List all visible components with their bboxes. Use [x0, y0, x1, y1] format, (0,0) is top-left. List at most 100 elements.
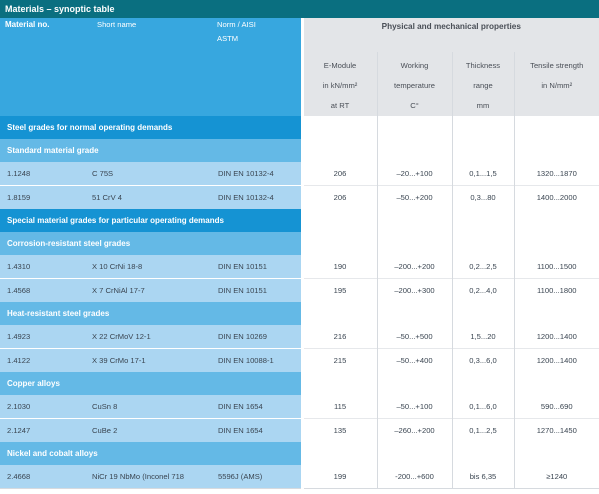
cell-emodule: 190: [300, 255, 377, 279]
subgroup-band-fill: [376, 372, 452, 395]
subgroup-band: Nickel and cobalt alloys: [0, 442, 302, 465]
cell-norm: DIN EN 10151: [212, 278, 302, 302]
cell-thickness: 0,1...2,5: [451, 418, 514, 442]
subgroup-band-fill: [300, 372, 377, 395]
table-row: 1.4568 X 7 CrNiAl 17-7 DIN EN 10151 195 –200…: [0, 278, 599, 302]
cell-emodule: 199: [300, 465, 377, 489]
cell-emodule: 206: [300, 185, 377, 209]
subgroup-band-fill: [451, 442, 514, 465]
subgroup-band-fill: [300, 232, 377, 255]
table-row: 1.4122 X 39 CrMo 17-1 DIN EN 10088-1 215 –50…: [0, 348, 599, 372]
cell-norm: DIN EN 10151: [212, 255, 302, 279]
col-header-working-line2: temperature: [394, 81, 435, 90]
cell-short-name: C 75S: [92, 162, 212, 186]
header-blank: [0, 52, 302, 116]
cell-tensile: 1400...2000: [513, 185, 599, 209]
cell-thickness: 0,1...1,5: [451, 162, 514, 186]
header-row-bottom: E-Module in kN/mm² at RT Working tempera…: [0, 52, 599, 116]
subgroup-band-fill: [376, 302, 452, 325]
subgroup-band-fill: [300, 442, 377, 465]
subgroup-band: Standard material grade: [0, 139, 302, 162]
col-header-emodule: E-Module in kN/mm² at RT: [300, 52, 377, 116]
cell-working-temp: –200...+200: [376, 255, 452, 279]
table-row: 1.8159 51 CrV 4 DIN EN 10132-4 206 –50...+20…: [0, 185, 599, 209]
col-header-emodule-line2: in kN/mm²: [322, 81, 358, 90]
cell-material-no: 2.4668: [0, 465, 92, 489]
col-header-tensile: Tensile strength in N/mm²: [513, 52, 599, 116]
cell-working-temp: –50...+400: [376, 348, 452, 372]
col-header-emodule-line1: E-Module: [323, 61, 357, 70]
header-row-top: Material no. Short name Norm / AISI ASTM…: [0, 18, 599, 52]
cell-norm: 5596J (AMS): [212, 465, 302, 489]
group-band-fill: [451, 209, 514, 232]
group-band-fill: [513, 116, 599, 139]
subgroup-band-fill: [376, 232, 452, 255]
col-header-properties: Physical and mechanical properties: [300, 18, 599, 52]
col-header-norm: Norm / AISI ASTM: [212, 18, 302, 52]
cell-emodule: 215: [300, 348, 377, 372]
cell-working-temp: -200...+600: [376, 465, 452, 489]
group-band-row: Special material grades for particular o…: [0, 209, 599, 232]
subgroup-band-fill: [451, 232, 514, 255]
col-header-norm-line2: ASTM: [217, 34, 239, 43]
cell-working-temp: –260...+200: [376, 418, 452, 442]
cell-short-name: CuSn 8: [92, 395, 212, 419]
table-title: Materials – synoptic table: [0, 0, 599, 18]
group-band-row: Steel grades for normal operating demand…: [0, 116, 599, 139]
subgroup-band-fill: [300, 139, 377, 162]
cell-thickness: 0,2...2,5: [451, 255, 514, 279]
cell-tensile: 1100...1800: [513, 278, 599, 302]
cell-norm: DIN EN 10132-4: [212, 162, 302, 186]
cell-thickness: bis 6,35: [451, 465, 514, 489]
subgroup-band-fill: [513, 139, 599, 162]
group-band-fill: [451, 116, 514, 139]
table-row: 2.4668 NiCr 19 NbMo (Inconel 718 5596J (AM…: [0, 465, 599, 489]
cell-tensile: 1200...1400: [513, 325, 599, 349]
cell-working-temp: –50...+100: [376, 395, 452, 419]
subgroup-band: Copper alloys: [0, 372, 302, 395]
col-header-working-line1: Working: [400, 61, 429, 70]
table-row: 1.1248 C 75S DIN EN 10132-4 206 –20...+100 0,…: [0, 162, 599, 186]
col-header-tensile-line1: Tensile strength: [530, 61, 584, 70]
cell-material-no: 1.4923: [0, 325, 92, 349]
subgroup-band-row: Copper alloys: [0, 372, 599, 395]
subgroup-band-row: Standard material grade: [0, 139, 599, 162]
cell-tensile: 1200...1400: [513, 348, 599, 372]
cell-emodule: 115: [300, 395, 377, 419]
cell-material-no: 1.4122: [0, 348, 92, 372]
table-row: 1.4923 X 22 CrMoV 12-1 DIN EN 10269 216 –50.…: [0, 325, 599, 349]
table-row: 2.1030 CuSn 8 DIN EN 1654 115 –50...+100 0,1.…: [0, 395, 599, 419]
col-header-thickness-line3: mm: [476, 101, 490, 110]
table-row: 2.1247 CuBe 2 DIN EN 1654 135 –260...+200 0,1…: [0, 418, 599, 442]
cell-norm: DIN EN 10269: [212, 325, 302, 349]
cell-tensile: 590...690: [513, 395, 599, 419]
col-header-working-line3: C°: [410, 101, 419, 110]
cell-emodule: 216: [300, 325, 377, 349]
group-band: Steel grades for normal operating demand…: [0, 116, 302, 139]
cell-short-name: X 7 CrNiAl 17-7: [92, 278, 212, 302]
cell-emodule: 206: [300, 162, 377, 186]
subgroup-band-fill: [513, 302, 599, 325]
col-header-tensile-line2: in N/mm²: [541, 81, 573, 90]
cell-norm: DIN EN 1654: [212, 395, 302, 419]
group-band-fill: [300, 209, 377, 232]
col-header-thickness-line2: range: [473, 81, 493, 90]
cell-material-no: 2.1247: [0, 418, 92, 442]
cell-short-name: X 10 CrNi 18-8: [92, 255, 212, 279]
cell-short-name: CuBe 2: [92, 418, 212, 442]
cell-short-name: NiCr 19 NbMo (Inconel 718: [92, 465, 212, 489]
subgroup-band-row: Corrosion-resistant steel grades: [0, 232, 599, 255]
col-header-material-no: Material no.: [0, 18, 92, 52]
cell-short-name: X 22 CrMoV 12-1: [92, 325, 212, 349]
cell-material-no: 1.8159: [0, 185, 92, 209]
cell-material-no: 2.1030: [0, 395, 92, 419]
subgroup-band-row: Nickel and cobalt alloys: [0, 442, 599, 465]
cell-norm: DIN EN 10088-1: [212, 348, 302, 372]
subgroup-band-fill: [513, 442, 599, 465]
subgroup-band-fill: [300, 302, 377, 325]
cell-tensile: 1100...1500: [513, 255, 599, 279]
subgroup-band-row: Heat-resistant steel grades: [0, 302, 599, 325]
cell-working-temp: –50...+500: [376, 325, 452, 349]
cell-thickness: 0,3...80: [451, 185, 514, 209]
subgroup-band-fill: [451, 302, 514, 325]
